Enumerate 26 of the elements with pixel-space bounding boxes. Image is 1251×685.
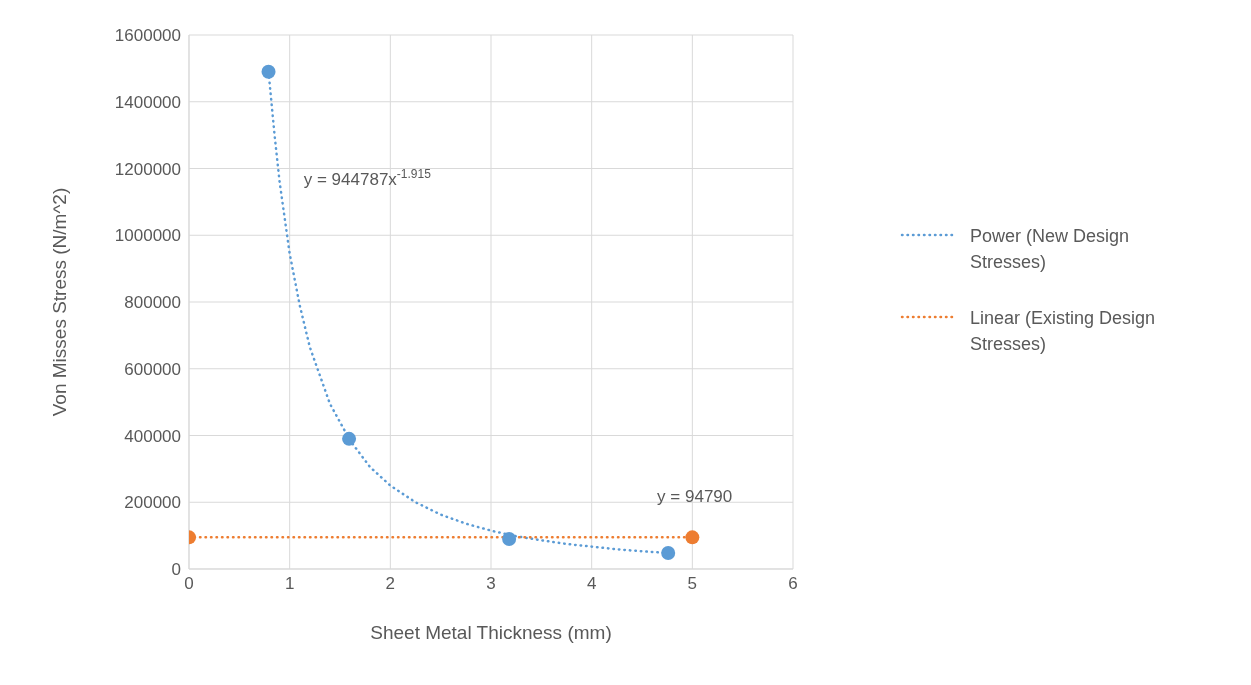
point bbox=[661, 545, 676, 560]
x-tick-label: 6 bbox=[788, 574, 798, 594]
x-tick-label: 0 bbox=[184, 574, 194, 594]
y-tick-label: 800000 bbox=[124, 293, 181, 313]
y-tick-label: 1000000 bbox=[114, 226, 181, 246]
point bbox=[342, 431, 357, 446]
point bbox=[502, 531, 517, 546]
x-tick-label: 4 bbox=[586, 574, 597, 594]
legend-label: Power (New Design Stresses) bbox=[970, 225, 1131, 274]
annotation: y = 94790 bbox=[657, 487, 733, 507]
y-tick-label: 600000 bbox=[124, 359, 181, 379]
x-tick-label: 2 bbox=[385, 574, 396, 594]
y-tick-label: 1400000 bbox=[114, 92, 181, 112]
annotation: y = 944787x$^{-1.915}$ bbox=[303, 166, 432, 189]
x-tick-label: 5 bbox=[687, 574, 698, 594]
y-tick-label: 1600000 bbox=[114, 26, 181, 46]
y-tick-label: 200000 bbox=[124, 493, 181, 513]
point bbox=[261, 64, 276, 79]
legend-label: Linear (Existing Design Stresses) bbox=[970, 307, 1157, 356]
x-tick-label: 3 bbox=[486, 574, 496, 594]
y-tick-label: 0 bbox=[171, 560, 181, 580]
y-axis-title: Von Misses Stress (N/m^2) bbox=[48, 187, 70, 417]
x-axis-title: Sheet Metal Thickness (mm) bbox=[370, 622, 612, 643]
y-tick-label: 1200000 bbox=[114, 159, 181, 179]
y-tick-label: 400000 bbox=[124, 426, 181, 446]
x-tick-label: 1 bbox=[284, 574, 295, 594]
